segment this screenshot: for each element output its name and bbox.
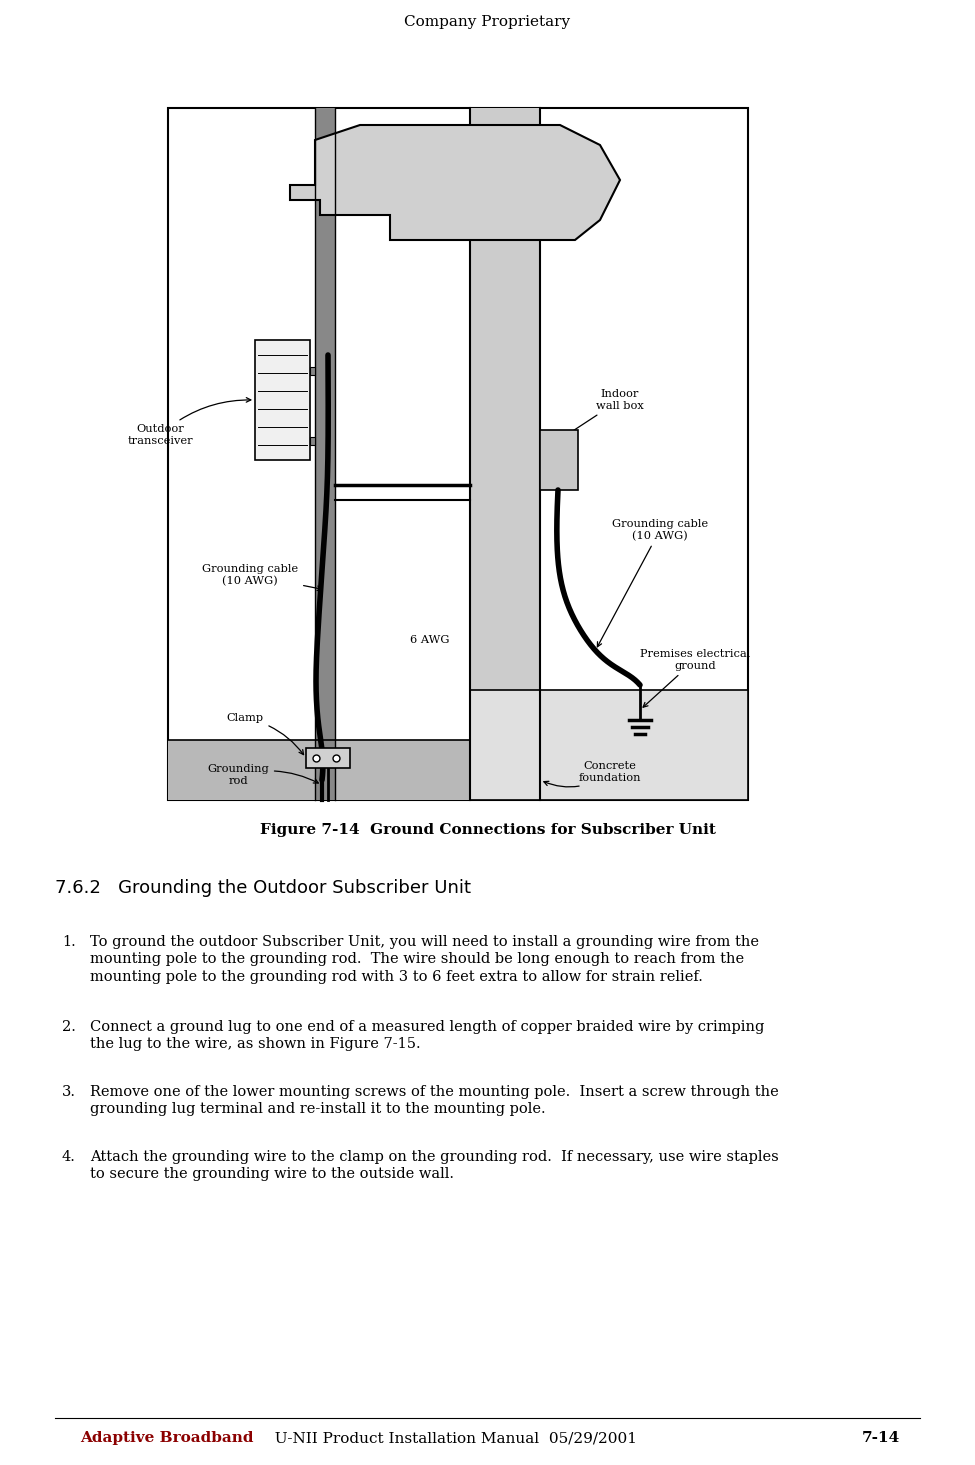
Bar — [470, 690, 748, 800]
Text: Outdoor
transceiver: Outdoor transceiver — [127, 397, 251, 445]
Polygon shape — [290, 125, 620, 240]
Text: 7-14: 7-14 — [862, 1431, 900, 1444]
Bar — [470, 108, 540, 800]
Text: 1.: 1. — [62, 935, 76, 949]
Bar — [306, 749, 350, 768]
Text: Figure 7-14  Ground Connections for Subscriber Unit: Figure 7-14 Ground Connections for Subsc… — [259, 823, 716, 837]
Text: Grounding cable
(10 AWG): Grounding cable (10 AWG) — [598, 519, 708, 646]
Text: Concrete
foundation: Concrete foundation — [544, 762, 642, 787]
Text: Clamp: Clamp — [226, 713, 303, 754]
Text: Connect a ground lug to one end of a measured length of copper braided wire by c: Connect a ground lug to one end of a mea… — [90, 1020, 764, 1052]
Bar — [255, 340, 310, 460]
Bar — [168, 740, 470, 800]
Text: 6 AWG: 6 AWG — [410, 634, 449, 645]
Text: Attach the grounding wire to the clamp on the grounding rod.  If necessary, use : Attach the grounding wire to the clamp o… — [90, 1150, 779, 1181]
Text: Indoor
wall box: Indoor wall box — [563, 390, 644, 438]
Bar — [310, 368, 315, 375]
Bar — [168, 108, 748, 800]
Text: Premises electrical
ground: Premises electrical ground — [640, 649, 750, 708]
Bar — [310, 437, 315, 445]
Text: Grounding
rod: Grounding rod — [207, 765, 318, 785]
Bar — [540, 431, 578, 489]
Bar — [315, 108, 335, 800]
Text: Company Proprietary: Company Proprietary — [405, 15, 570, 29]
Text: 7.6.2   Grounding the Outdoor Subscriber Unit: 7.6.2 Grounding the Outdoor Subscriber U… — [55, 879, 471, 897]
Text: Adaptive Broadband: Adaptive Broadband — [80, 1431, 254, 1444]
Text: 2.: 2. — [62, 1020, 76, 1034]
Text: 3.: 3. — [62, 1086, 76, 1099]
Text: 4.: 4. — [62, 1150, 76, 1165]
Text: Remove one of the lower mounting screws of the mounting pole.  Insert a screw th: Remove one of the lower mounting screws … — [90, 1086, 779, 1116]
Text: Grounding cable
(10 AWG): Grounding cable (10 AWG) — [202, 564, 322, 590]
Text: To ground the outdoor Subscriber Unit, you will need to install a grounding wire: To ground the outdoor Subscriber Unit, y… — [90, 935, 759, 983]
Text: U-NII Product Installation Manual  05/29/2001: U-NII Product Installation Manual 05/29/… — [265, 1431, 637, 1444]
